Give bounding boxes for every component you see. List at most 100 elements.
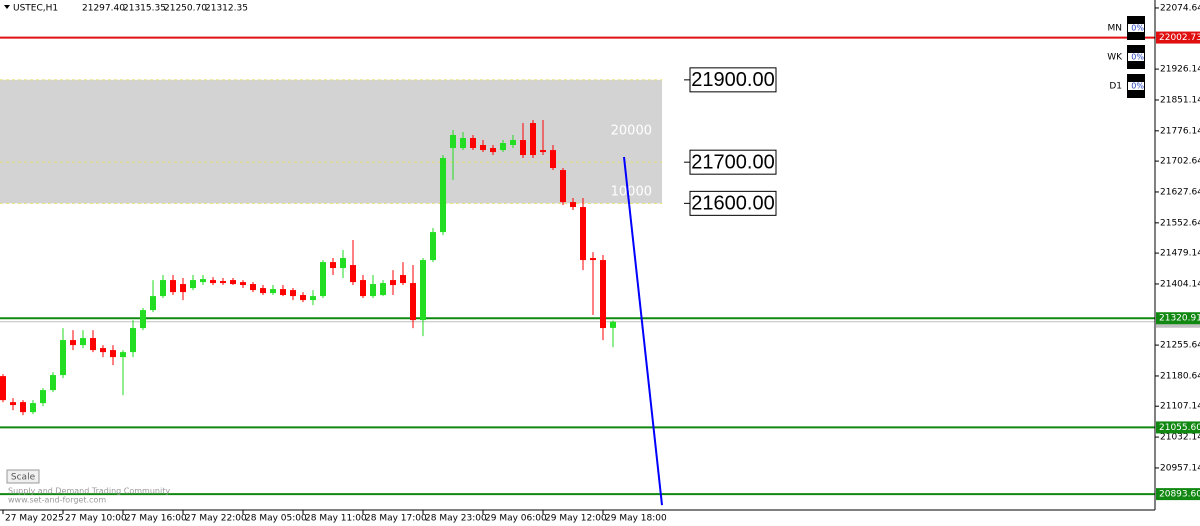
candle-body [390,280,396,286]
candle-body [130,328,136,353]
candle-body [230,280,236,285]
ohlc-value: 21312.35 [205,4,248,14]
candle-body [120,352,126,358]
watermark: Supply and Demand Trading Community [8,487,170,496]
candle-body [330,262,336,269]
candle-body [380,283,386,296]
zone-label: 21900.00 [691,69,774,91]
zone-note: 20000 [611,124,652,139]
candle-body [430,232,436,261]
zone-label: 21600.00 [691,193,774,215]
watermark: www.set-and-forget.com [8,496,106,505]
candle-body [340,258,346,269]
y-tick-label: 21627.64 [1160,187,1200,197]
zone-label-box [689,67,777,93]
candle-body [370,284,376,297]
candle-body [530,123,536,156]
candle-body [30,403,36,413]
candle-body [220,281,226,284]
ohlc-value: 21297.40 [82,4,125,14]
level-label-box [1156,488,1200,501]
timeframe-name: D1 [1109,82,1122,92]
x-tick-label: 27 May 10:00 [65,514,127,524]
candle-body [70,340,76,346]
candle-body [20,402,26,413]
candle-body [560,170,566,203]
y-tick-label: 21404.14 [1160,279,1200,289]
candle-body [90,338,96,351]
candle-body [80,338,86,346]
timeframe-value: 0% [1131,82,1144,91]
candle-body [50,375,56,391]
candle-body [450,135,456,149]
symbol: USTEC,H1 [13,4,58,14]
x-tick-label: 29 May 12:00 [545,514,607,524]
y-tick-label: 21851.14 [1160,95,1200,105]
candle-body [320,262,326,297]
candle-body [290,290,296,297]
candle-body [10,402,16,406]
candle-body [200,279,206,283]
level-label: 21055.60 [1159,423,1200,433]
candle-body [590,258,596,261]
candle-body [510,140,516,146]
candle-body [300,295,306,301]
scale-button-label[interactable]: Scale [11,473,36,483]
candle-body [580,207,586,261]
trendline [623,156,663,506]
candle-body [260,288,266,294]
candle-body [570,202,576,208]
candle-body [100,348,106,353]
candle-body [210,280,216,284]
candle-body [140,310,146,329]
timeframe-inner [1128,53,1144,61]
candle-body [280,289,286,296]
candle-body [350,265,356,283]
candle-body [240,282,246,286]
candle-body [440,158,446,233]
zone-note: 10000 [611,185,652,200]
candle-body [270,289,276,294]
x-tick-label: 28 May 17:00 [365,514,427,524]
candle-body [170,280,176,293]
level-label-box [1156,421,1200,434]
y-tick-label: 21479.14 [1160,249,1200,259]
candle-body [180,284,186,293]
timeframe-value: 0% [1131,53,1144,62]
candle-body [540,150,546,153]
candle-body [520,140,526,156]
x-tick-label: 28 May 05:00 [245,514,307,524]
y-tick-label: 21255.64 [1160,341,1200,351]
x-tick-label: 27 May 2025 [5,514,64,524]
ohlc-value: 21250.70 [164,4,207,14]
candle-body [500,143,506,151]
level-label: 22002.73 [1159,33,1200,43]
y-tick-label: 21702.64 [1160,157,1200,167]
candle-body [190,280,196,289]
candle-body [610,321,616,328]
header-arrow [4,5,10,9]
y-tick-label: 22074.64 [1160,3,1200,13]
y-tick-label: 20957.14 [1160,463,1200,473]
candle-body [250,284,256,291]
timeframe-value: 0% [1131,24,1144,33]
level-label: 21320.91 [1159,314,1200,324]
x-tick-label: 29 May 18:00 [605,514,667,524]
level-label-box [1156,31,1200,44]
timeframe-inner [1128,82,1144,90]
level-label-box [1156,312,1200,325]
candle-body [470,138,476,149]
scale-button[interactable] [6,469,40,484]
y-tick-label: 21776.14 [1160,126,1200,136]
candle-body [480,145,486,151]
y-tick-label: 21032.14 [1160,433,1200,443]
x-tick-label: 27 May 22:00 [185,514,247,524]
y-tick-label: 21926.14 [1160,65,1200,75]
supply-zone [0,79,662,204]
y-tick-label: 21180.64 [1160,371,1200,381]
zone-label: 21700.00 [691,151,774,173]
candle-body [0,376,6,401]
candle-body [600,260,606,329]
candle-body [410,283,416,321]
x-tick-label: 28 May 23:00 [425,514,487,524]
